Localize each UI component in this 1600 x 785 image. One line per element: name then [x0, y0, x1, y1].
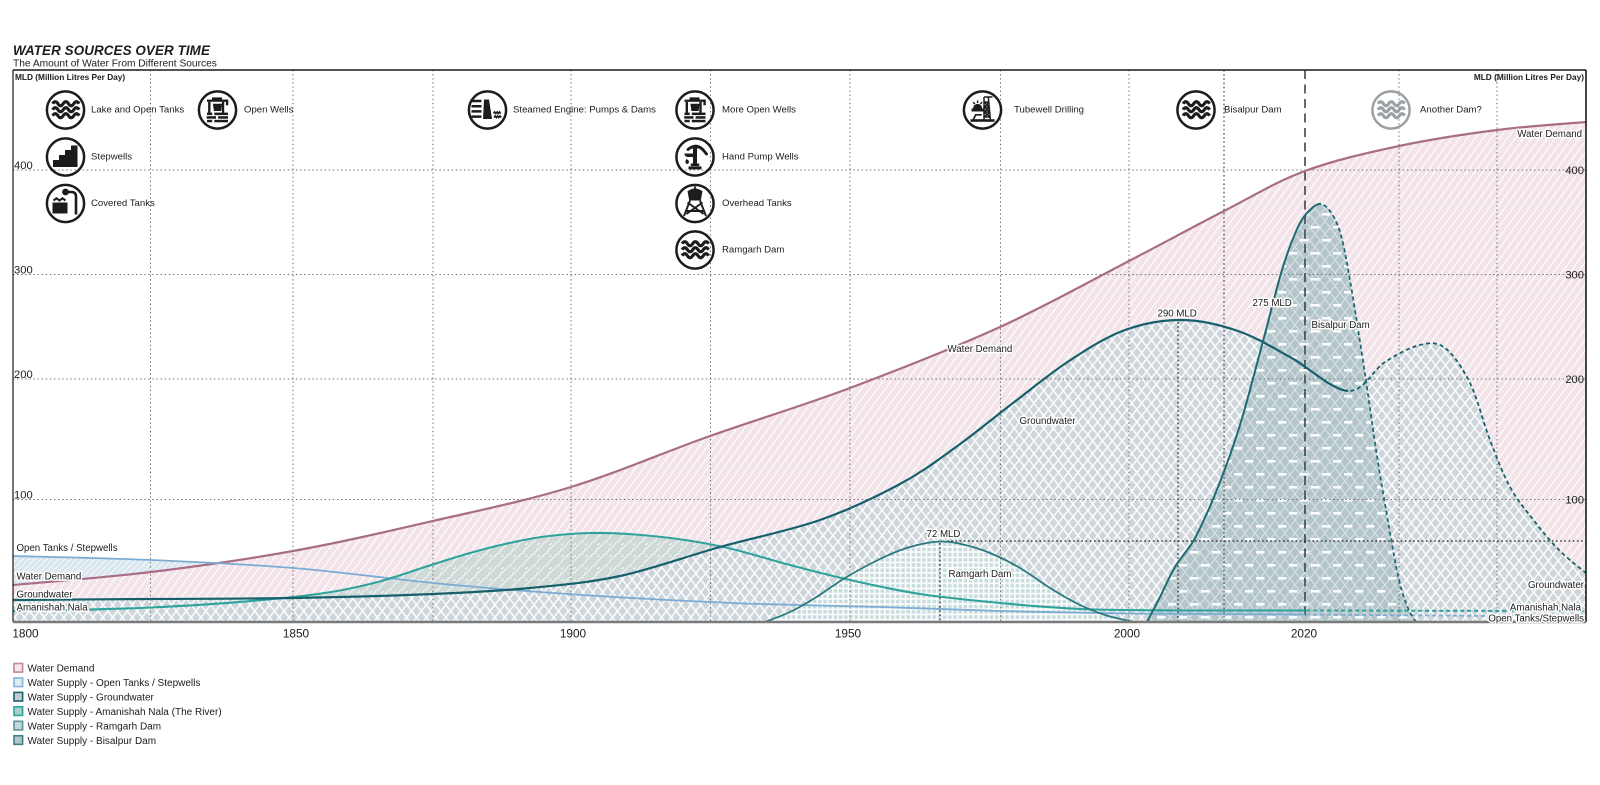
svg-text:Tubewell Drilling: Tubewell Drilling [1014, 105, 1084, 116]
svg-text:Amanishah Nala: Amanishah Nala [1510, 603, 1582, 614]
svg-text:MLD (Million Litres Per Day): MLD (Million Litres Per Day) [15, 72, 125, 82]
svg-text:Lake and Open Tanks: Lake and Open Tanks [91, 105, 184, 116]
svg-text:100: 100 [1565, 495, 1584, 507]
svg-text:1900: 1900 [560, 627, 587, 641]
svg-text:WATER SOURCES OVER TIME: WATER SOURCES OVER TIME [13, 43, 211, 58]
svg-text:Overhead Tanks: Overhead Tanks [722, 198, 792, 209]
svg-text:Water Supply - Ramgarh Dam: Water Supply - Ramgarh Dam [28, 721, 162, 732]
svg-text:400: 400 [1565, 165, 1584, 177]
svg-text:1850: 1850 [283, 627, 310, 641]
svg-text:More Open Wells: More Open Wells [722, 105, 796, 116]
svg-text:Ramgarh Dam: Ramgarh Dam [722, 245, 784, 256]
svg-text:300: 300 [14, 265, 33, 277]
svg-text:Water Demand: Water Demand [28, 664, 95, 675]
svg-text:2000: 2000 [1114, 627, 1141, 641]
svg-text:Open Tanks/Stepwells: Open Tanks/Stepwells [1488, 614, 1584, 625]
svg-text:Groundwater: Groundwater [1020, 416, 1077, 427]
svg-text:400: 400 [14, 160, 33, 172]
svg-text:72 MLD: 72 MLD [927, 529, 961, 540]
svg-text:200: 200 [14, 369, 33, 381]
svg-text:1950: 1950 [835, 627, 862, 641]
svg-text:290 MLD: 290 MLD [1158, 309, 1197, 320]
svg-text:Amanishah Nala: Amanishah Nala [17, 603, 89, 614]
svg-text:200: 200 [1565, 374, 1584, 386]
svg-text:Water Demand: Water Demand [17, 572, 82, 583]
svg-text:Open Wells: Open Wells [244, 105, 294, 116]
svg-text:Bisalpur Dam: Bisalpur Dam [1224, 105, 1282, 116]
svg-text:Another Dam?: Another Dam? [1420, 105, 1482, 116]
svg-text:Stepwells: Stepwells [91, 152, 132, 163]
svg-text:Water Supply - Open Tanks / St: Water Supply - Open Tanks / Stepwells [28, 678, 201, 689]
svg-text:100: 100 [14, 490, 33, 502]
svg-text:300: 300 [1565, 270, 1584, 282]
svg-text:1800: 1800 [12, 627, 39, 641]
svg-text:Ramgarh Dam: Ramgarh Dam [949, 569, 1012, 580]
svg-text:Groundwater: Groundwater [1528, 580, 1585, 591]
svg-text:Water Demand: Water Demand [948, 344, 1013, 355]
svg-text:Water Supply - Bisalpur Dam: Water Supply - Bisalpur Dam [28, 736, 157, 747]
svg-text:Water Supply - Amanishah Nala: Water Supply - Amanishah Nala (The River… [28, 707, 222, 718]
svg-text:MLD (Million Litres Per Day): MLD (Million Litres Per Day) [1474, 72, 1584, 82]
svg-text:275 MLD: 275 MLD [1253, 298, 1292, 309]
svg-text:Bisalpur Dam: Bisalpur Dam [1312, 320, 1370, 331]
svg-text:Water Demand: Water Demand [1517, 129, 1582, 140]
svg-text:Groundwater: Groundwater [17, 590, 74, 601]
svg-text:The Amount of Water From Diffe: The Amount of Water From Different Sourc… [13, 59, 217, 70]
svg-text:Hand Pump Wells: Hand Pump Wells [722, 152, 799, 163]
svg-text:Open Tanks / Stepwells: Open Tanks / Stepwells [17, 543, 118, 554]
svg-text:Water Supply - Groundwater: Water Supply - Groundwater [28, 692, 155, 703]
svg-text:Covered Tanks: Covered Tanks [91, 198, 155, 209]
svg-text:2020: 2020 [1291, 627, 1318, 641]
svg-text:Steamed Engine: Pumps & Dams: Steamed Engine: Pumps & Dams [513, 105, 656, 116]
